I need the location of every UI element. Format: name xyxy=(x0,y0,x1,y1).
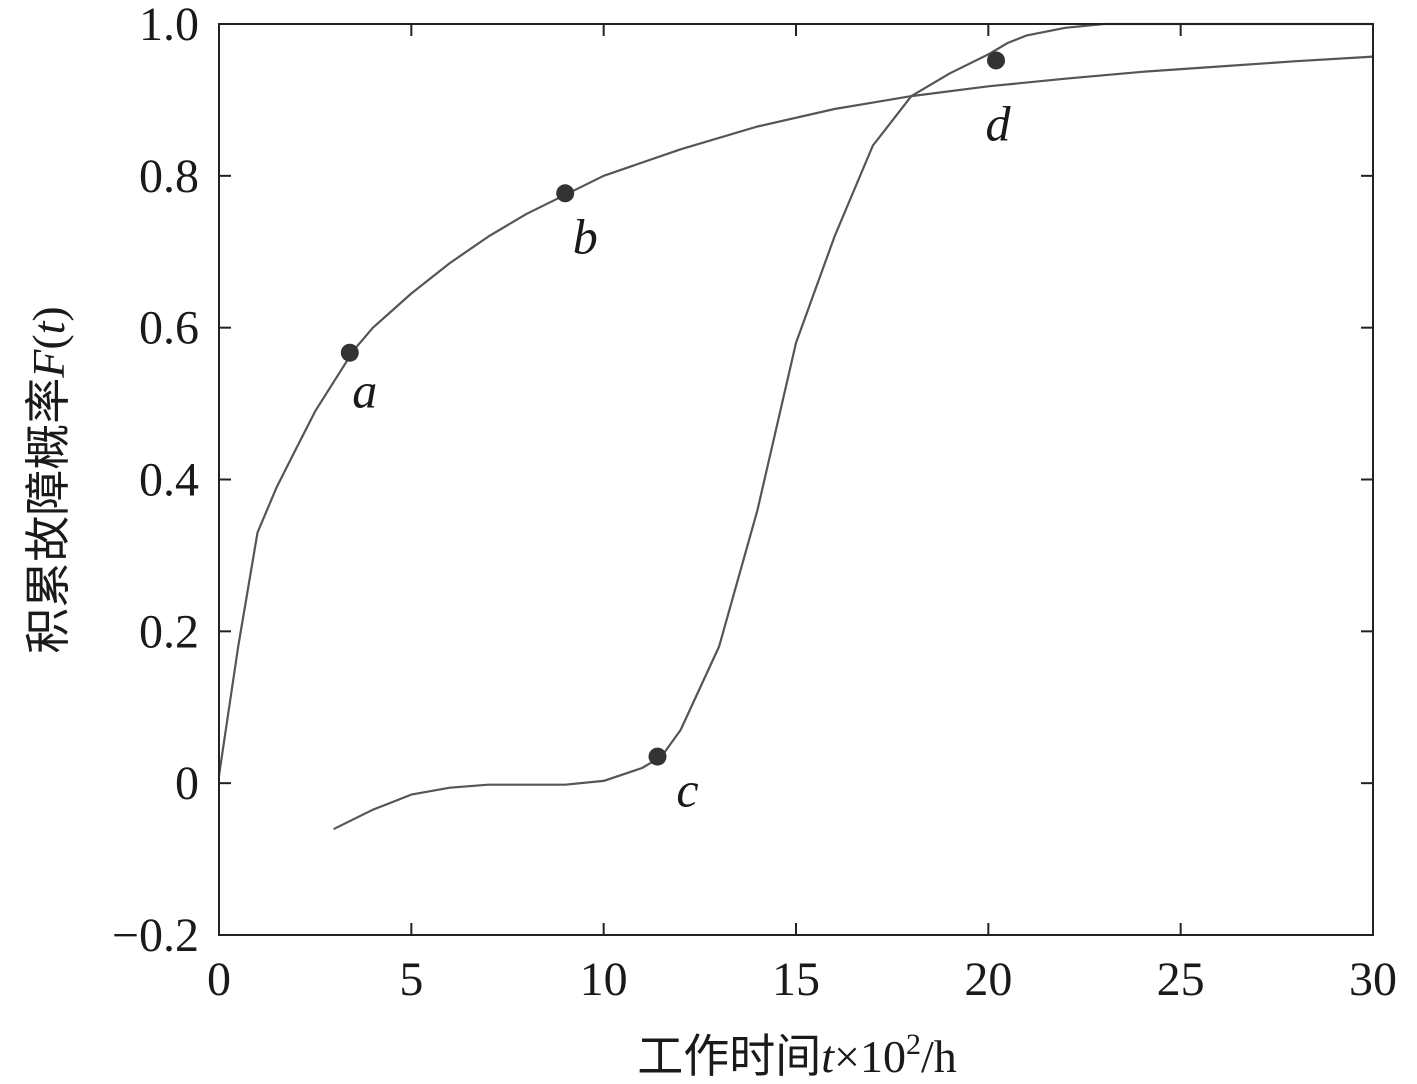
y-axis-title: 积累故障概率F(t) xyxy=(21,306,75,654)
series-line-1 xyxy=(217,55,1375,777)
plot-frame xyxy=(218,23,1374,936)
point-label-c: c xyxy=(676,762,698,818)
point-c xyxy=(648,747,667,766)
point-label-d: d xyxy=(986,95,1012,151)
point-b xyxy=(556,184,575,203)
y-tick-label: 0.4 xyxy=(139,454,199,507)
x-tick-label: 30 xyxy=(1349,953,1397,1006)
series-layer xyxy=(217,22,1375,830)
y-tick-label: 0.6 xyxy=(139,302,199,355)
y-tick-label: 0 xyxy=(175,757,199,810)
point-label-a: a xyxy=(352,363,377,419)
point-d xyxy=(987,51,1006,70)
x-tick-label: 5 xyxy=(399,953,423,1006)
series-line-2 xyxy=(333,22,1375,830)
y-tick-label: −0.2 xyxy=(112,909,199,962)
points-layer: a b c d xyxy=(340,51,1012,818)
x-tick-label: 25 xyxy=(1157,953,1205,1006)
ticks-layer: 0 5 10 15 20 25 30−0.200.20.40.60.81.0 xyxy=(112,0,1397,1006)
x-tick-label: 15 xyxy=(772,953,820,1006)
y-tick-label: 0.8 xyxy=(139,150,199,203)
point-a xyxy=(340,343,359,362)
x-tick-label: 10 xyxy=(580,953,628,1006)
y-tick-label: 1.0 xyxy=(139,0,199,51)
point-label-b: b xyxy=(573,208,598,264)
x-tick-label: 0 xyxy=(207,953,231,1006)
x-tick-label: 20 xyxy=(964,953,1012,1006)
x-axis-title: 工作时间t×102/h xyxy=(637,1028,957,1083)
y-tick-label: 0.2 xyxy=(139,605,199,658)
